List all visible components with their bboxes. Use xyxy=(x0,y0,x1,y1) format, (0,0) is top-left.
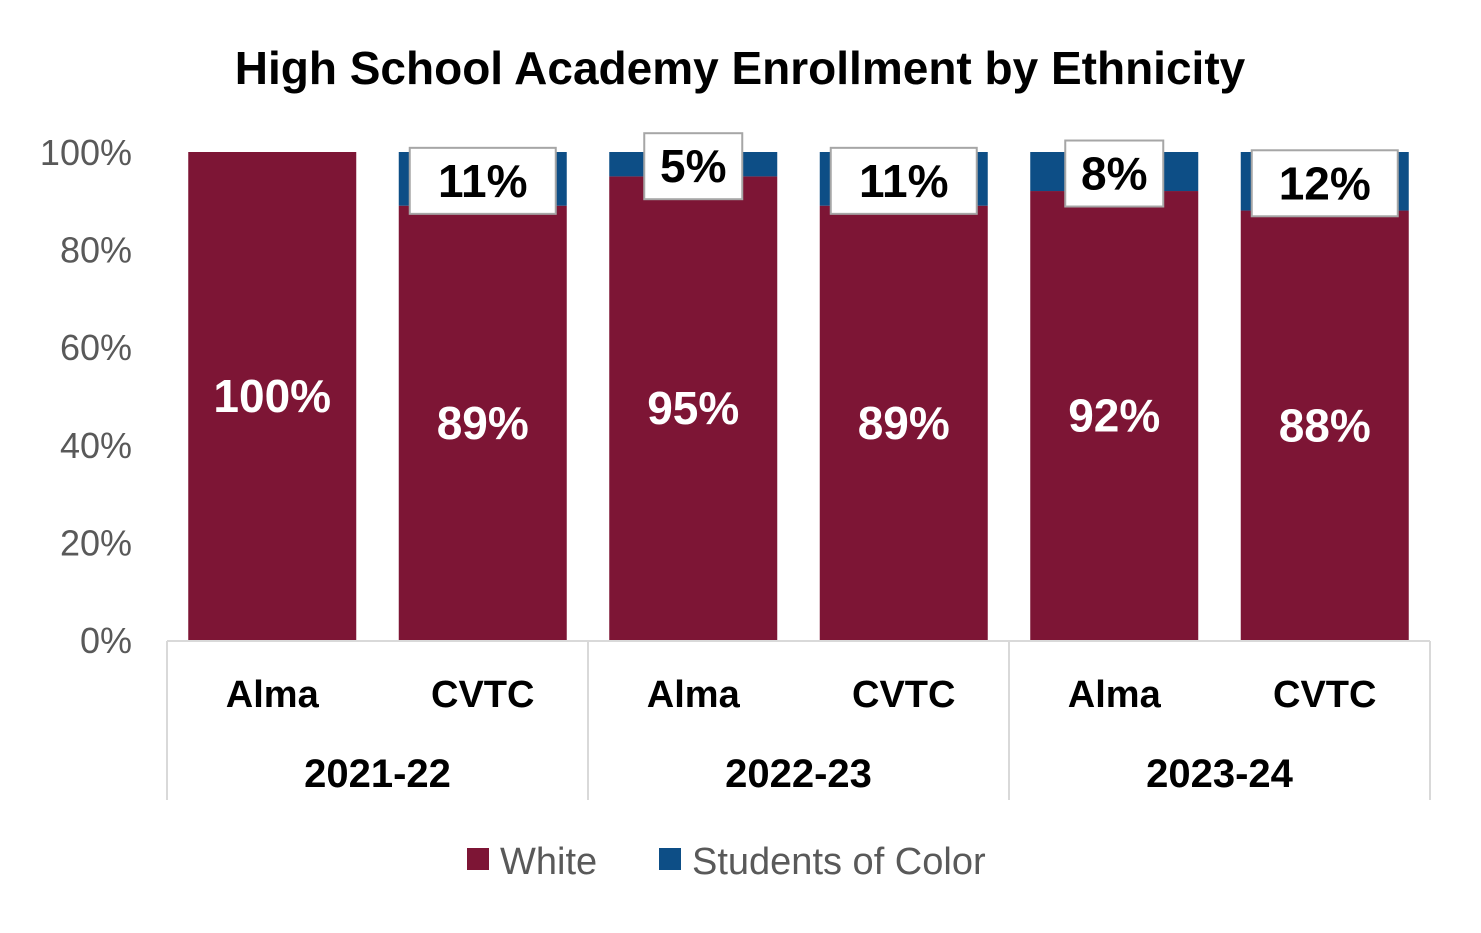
bar-white xyxy=(1030,191,1199,641)
data-label-students-of-color: 12% xyxy=(1279,157,1371,209)
x-group-label: 2023-24 xyxy=(1146,752,1294,796)
data-label-white: 100% xyxy=(213,370,331,422)
x-category-label: CVTC xyxy=(1273,674,1376,716)
y-tick-label: 0% xyxy=(80,620,132,661)
data-label-box xyxy=(408,146,557,215)
legend-item-white: White xyxy=(500,841,597,883)
data-label-white: 89% xyxy=(437,397,529,449)
data-label-box xyxy=(829,146,978,215)
x-group-label: 2021-22 xyxy=(304,752,451,796)
data-label-box xyxy=(643,132,744,201)
bars: 100% 89% 11% 95% 5% 89% 11% 92% 8% 88% 12% xyxy=(188,132,1409,641)
y-tick-label: 40% xyxy=(60,425,132,466)
x-category-label: CVTC xyxy=(431,674,534,716)
data-label-box xyxy=(1064,139,1165,208)
x-group-label: 2022-23 xyxy=(725,752,872,796)
x-category-label: Alma xyxy=(647,674,741,716)
data-label-white: 89% xyxy=(858,397,950,449)
data-label-students-of-color: 5% xyxy=(660,140,726,192)
data-label-white: 92% xyxy=(1068,390,1160,442)
y-tick-label: 20% xyxy=(60,522,132,563)
y-axis: 0% 20% 40% 60% 80% 100% xyxy=(40,132,132,661)
data-label-students-of-color: 8% xyxy=(1081,148,1147,200)
bar-white xyxy=(819,205,988,640)
data-label-box xyxy=(1250,149,1399,218)
chart-title: High School Academy Enrollment by Ethnic… xyxy=(235,42,1246,94)
x-category-label: Alma xyxy=(226,674,320,716)
bar-white xyxy=(188,152,357,640)
data-label-students-of-color: 11% xyxy=(859,155,949,207)
legend-swatch xyxy=(467,848,489,870)
y-tick-label: 80% xyxy=(60,230,132,271)
bar-white xyxy=(609,176,778,640)
legend-item-students-of-color: Students of Color xyxy=(692,841,986,883)
x-category-label: Alma xyxy=(1068,674,1162,716)
legend-swatch xyxy=(659,848,681,870)
bar-white xyxy=(1240,210,1409,640)
data-label-white: 95% xyxy=(647,382,739,434)
x-axis: Alma CVTC Alma CVTC Alma CVTC 2021-22 2022-23 20… xyxy=(166,640,1431,800)
y-tick-label: 60% xyxy=(60,327,132,368)
data-label-white: 88% xyxy=(1279,399,1371,451)
legend: White Students of Color xyxy=(467,841,986,883)
data-label-students-of-color: 11% xyxy=(438,155,528,207)
bar-white xyxy=(398,205,567,640)
x-category-label: CVTC xyxy=(852,674,955,716)
y-tick-label: 100% xyxy=(40,132,132,173)
